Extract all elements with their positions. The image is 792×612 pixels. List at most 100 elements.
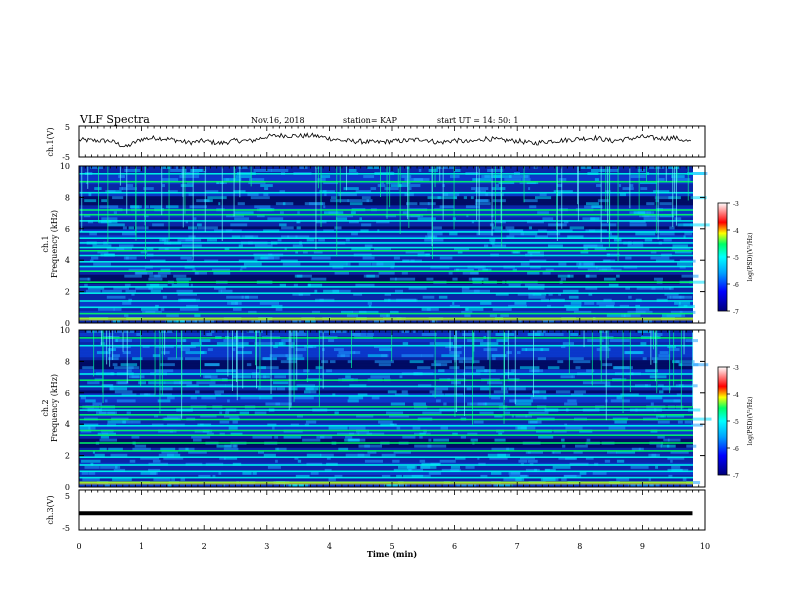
spectrogram-cell [527,271,540,275]
spectrogram-cell [118,175,125,179]
spectrogram-cell [417,217,436,221]
spectrogram-cell [552,465,571,469]
spectrogram-cell [625,256,632,260]
ch2-ylabel-frequency: Frequency (kHz) [50,374,59,442]
spectrogram-cell [171,283,189,287]
spectrogram-cell [667,468,683,472]
frequency-band [79,395,693,397]
ch3-waveform-panel: 5 -5 ch.3(V) [46,489,706,533]
burst-line [259,330,261,389]
spectrogram-cell [177,292,197,296]
colorbar-tick-label: -5 [733,255,739,262]
spectrogram-cell [445,345,462,349]
spectrogram-cell [426,307,439,311]
spectrogram-cell [608,235,618,239]
spectrogram-cell [520,426,536,430]
spectrogram-cell [561,477,567,481]
spectrogram-row [79,205,693,209]
spectrogram-cell [449,366,460,370]
spectrogram-cell [465,366,485,370]
spectrogram-cell [148,468,161,472]
spectrogram-cell [557,184,563,188]
spectrogram-cell [180,256,192,260]
spectrogram-cell [484,244,489,248]
spectrogram-cell [84,465,100,469]
spectrogram-cell [413,178,430,182]
spectrogram-cell [196,381,216,385]
frequency-band [79,220,693,222]
spectrogram-cell [401,271,408,275]
spectrogram-cell [489,313,497,317]
spectrogram-cell [640,187,648,191]
spectrogram-cell [106,295,126,299]
spectrogram-cell [424,238,444,242]
spectrogram-cell [673,399,681,403]
spectrogram-cell [377,184,386,188]
spectrogram-cell [473,289,490,293]
spectrogram-cell [630,465,649,469]
spectrogram-cell [367,301,372,305]
spectrogram-cell [485,193,504,197]
spectrogram-row [79,471,693,476]
spectrogram-cell [667,444,676,448]
spectrogram-cell [474,190,481,194]
spectrogram-cell [620,393,639,397]
spectrogram-cell [335,217,348,221]
spectrogram-cell [193,438,202,442]
spectrogram-cell [205,190,219,194]
spectrogram-cell [233,444,238,448]
spectrogram-cell [166,414,183,418]
spectrogram-cell [254,411,267,415]
spectrogram-cell [374,247,391,251]
spectrogram-cell [152,223,164,227]
spectrogram-cell [264,256,280,260]
spectrogram-cell [678,304,688,308]
spectrogram-cell [528,187,531,191]
spectrogram-cell [596,184,602,188]
spectrogram-cell [438,295,448,299]
spectrogram-cell [557,360,564,364]
spectrogram-cell [561,345,566,349]
spectrogram-cell [635,310,653,314]
spectrogram-cell [431,320,438,323]
spectrogram-cell [378,363,391,367]
spectrogram-cell [640,342,647,346]
spectrogram-cell [452,301,455,305]
spectrogram-cell [478,193,489,197]
spectrogram-cell [417,366,431,370]
burst-line [599,330,601,361]
spectrogram-cell [231,235,241,239]
spectrogram-cell [321,360,329,364]
spectrogram-cell [454,169,461,172]
spectrogram-cell [668,474,673,478]
time-tick-label: 4 [327,542,332,551]
spectrogram-cell [616,274,620,278]
burst-line [673,330,675,386]
spectrogram-cell [134,271,153,275]
spectrogram-cell [343,187,359,191]
spectrogram-cell [292,320,302,323]
burst-line [653,330,654,350]
spectrogram-cell [279,283,286,287]
spectrogram-cell [260,256,268,260]
spectrogram-row [79,238,693,242]
burst-line [98,166,99,223]
spectrogram-cell [677,262,693,266]
spectrogram-cell [514,301,527,305]
spectrogram-cell [527,333,541,336]
spectrogram-cell [158,330,173,333]
spectrogram-cell [596,301,615,305]
spectrogram-cell [207,238,217,242]
spectrogram-cell [227,301,238,305]
spectrogram-cell [419,459,426,463]
burst-line [107,166,109,244]
burst-line [454,330,456,417]
spectrogram-cell [362,256,375,260]
burst-line [140,330,142,387]
spectrogram-cell [225,229,242,233]
spectrogram-cell [413,402,426,406]
spectrogram-cell [405,250,425,254]
spectrogram-cell [212,474,216,478]
spectrogram-cell [142,345,150,349]
spectrogram-cell [311,310,320,314]
